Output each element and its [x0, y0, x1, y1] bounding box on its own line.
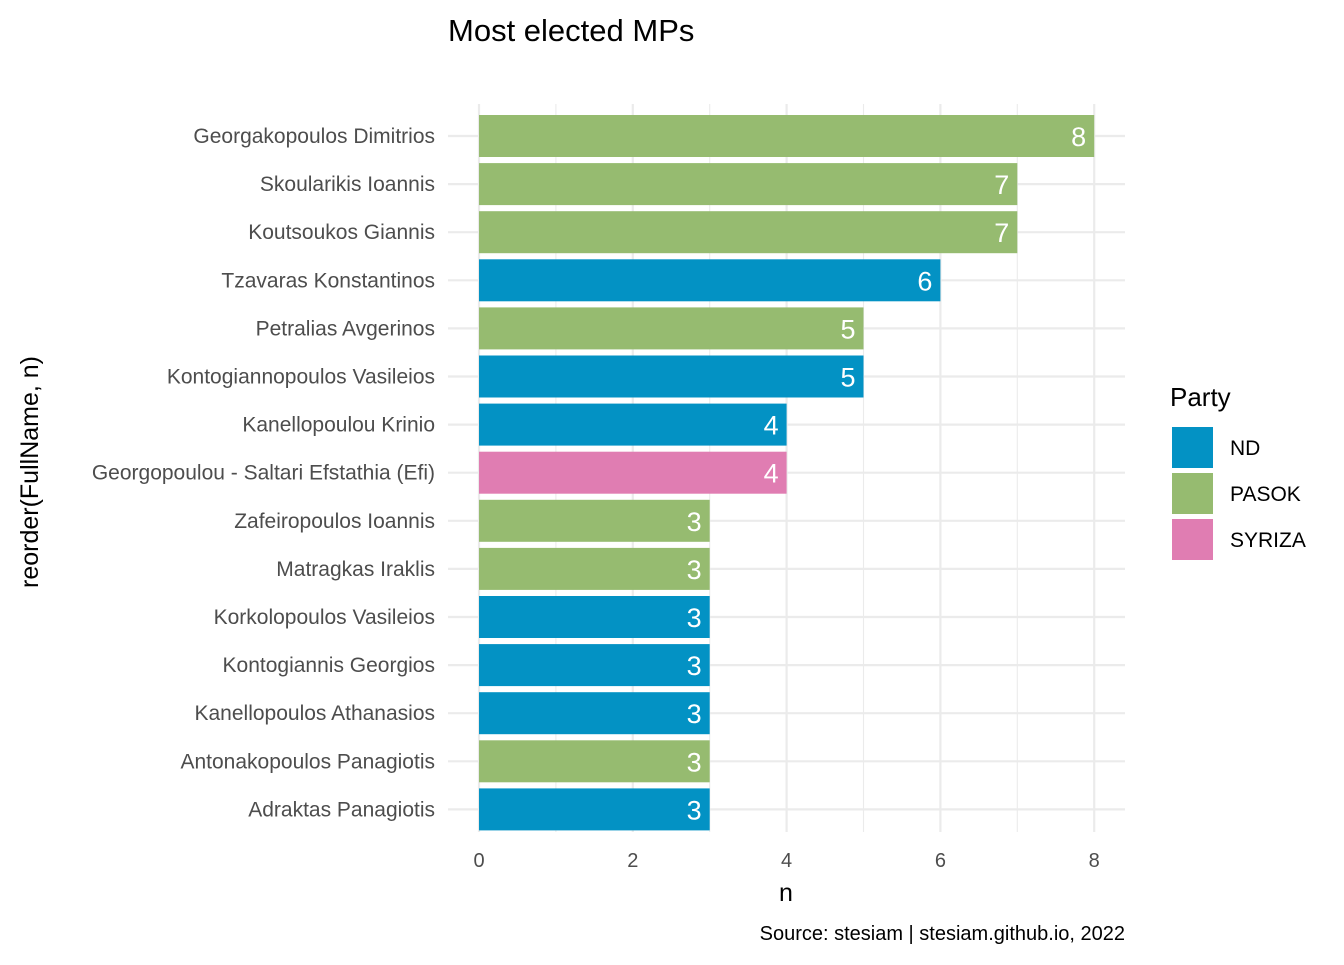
chart-caption: Source: stesiam | stesiam.github.io, 202…	[760, 923, 1125, 945]
y-axis-title: reorder(FullName, n)	[16, 356, 44, 588]
x-tick-label: 8	[1089, 850, 1100, 872]
legend-swatch	[1172, 473, 1213, 514]
legend-label: PASOK	[1230, 483, 1301, 506]
category-label: Georgakopoulos Dimitrios	[193, 125, 435, 148]
category-label: Kontogiannopoulos Vasileios	[167, 366, 435, 389]
legend-swatch	[1172, 427, 1213, 468]
category-label: Petralias Avgerinos	[256, 317, 435, 340]
bar	[479, 644, 710, 687]
bars: 8 7 7 6 5 5 4 4 3 3 3 3 3 3 3	[479, 115, 1095, 831]
category-label: Korkolopoulos Vasileios	[214, 606, 435, 629]
category-label: Antonakopoulos Panagiotis	[180, 750, 435, 773]
bar	[479, 788, 710, 831]
bar-value-label: 3	[687, 699, 702, 729]
x-axis-title: n	[779, 879, 793, 907]
legend-label: SYRIZA	[1230, 529, 1306, 552]
bar	[479, 403, 787, 446]
legend: Party ND PASOK SYRIZA	[1170, 382, 1306, 560]
category-label: Georgopoulou - Saltari Efstathia (Efi)	[92, 462, 435, 485]
bar	[479, 211, 1018, 254]
bar-value-label: 3	[687, 795, 702, 825]
bar	[479, 499, 710, 542]
chart-title: Most elected MPs	[448, 13, 694, 48]
category-label: Matragkas Iraklis	[276, 558, 435, 581]
bar-value-label: 7	[994, 170, 1009, 200]
category-label: Kanellopoulou Krinio	[242, 414, 435, 437]
bar-value-label: 3	[687, 747, 702, 777]
bar-value-label: 5	[840, 363, 855, 393]
bar-value-label: 8	[1071, 122, 1086, 152]
bar-value-label: 6	[917, 266, 932, 296]
category-label: Kontogiannis Georgios	[223, 654, 435, 677]
category-label: Skoularikis Ioannis	[260, 173, 435, 196]
bar	[479, 307, 864, 350]
x-tick-label: 4	[781, 850, 792, 872]
category-label: Kanellopoulos Athanasios	[194, 702, 435, 725]
category-labels: Georgakopoulos Dimitrios Skoularikis Ioan…	[92, 125, 435, 821]
bar-value-label: 3	[687, 651, 702, 681]
category-label: Tzavaras Konstantinos	[221, 269, 435, 292]
legend-title: Party	[1170, 382, 1231, 412]
x-tick-label: 2	[627, 850, 638, 872]
bar	[479, 451, 787, 494]
bar	[479, 547, 710, 590]
bar-value-label: 4	[764, 459, 779, 489]
x-tick-labels: 0 2 4 6 8	[473, 850, 1099, 872]
bar	[479, 355, 864, 398]
bar-value-label: 4	[764, 411, 779, 441]
bar-value-label: 7	[994, 218, 1009, 248]
x-tick-label: 0	[473, 850, 484, 872]
category-label: Zafeiropoulos Ioannis	[234, 510, 435, 533]
bar	[479, 259, 941, 302]
bar-value-label: 5	[840, 314, 855, 344]
bar	[479, 740, 710, 783]
legend-swatch	[1172, 519, 1213, 560]
bar	[479, 115, 1095, 157]
bar-value-label: 3	[687, 555, 702, 585]
bar-value-label: 3	[687, 507, 702, 537]
category-label: Adraktas Panagiotis	[248, 798, 435, 821]
x-tick-label: 6	[935, 850, 946, 872]
legend-label: ND	[1230, 437, 1260, 460]
bar-value-label: 3	[687, 603, 702, 633]
bar	[479, 596, 710, 638]
category-label: Koutsoukos Giannis	[248, 221, 435, 244]
bar	[479, 692, 710, 735]
bar	[479, 163, 1018, 206]
